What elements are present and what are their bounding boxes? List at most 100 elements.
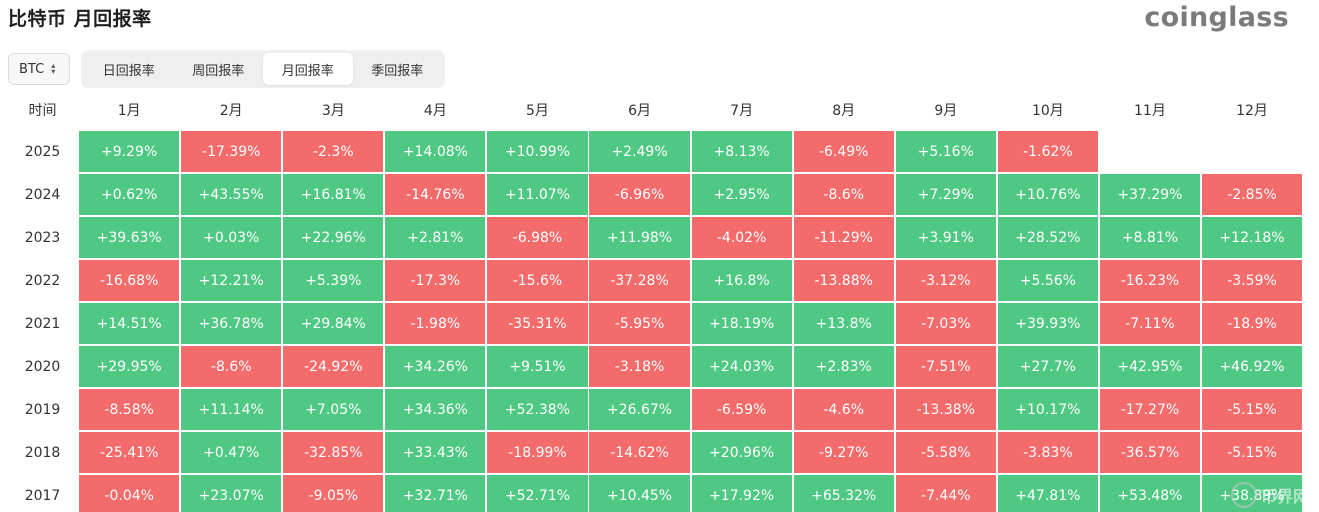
header-month: 3月 <box>321 103 345 119</box>
return-cell: -3.59% <box>1201 260 1303 301</box>
return-cell: +7.29% <box>895 174 996 215</box>
return-cell: -16.68% <box>79 260 180 301</box>
period-tabs: 日回报率 周回报率 月回报率 季回报率 <box>81 50 445 88</box>
return-cell: +22.96% <box>283 217 384 258</box>
return-cell: +0.47% <box>181 432 282 473</box>
return-cell: +2.95% <box>691 174 792 215</box>
header-month: 11月 <box>1134 103 1166 119</box>
return-cell: -37.28% <box>589 260 690 301</box>
return-cell: +2.83% <box>793 346 894 387</box>
return-cell: +10.45% <box>589 475 690 512</box>
return-cell: +39.93% <box>997 303 1098 344</box>
header-month: 12月 <box>1236 103 1268 119</box>
table-row: 2024 +0.62% +43.55% +16.81% -14.76% +11.07% -6… <box>8 174 1304 217</box>
return-cell: -6.59% <box>691 389 792 430</box>
table-row: 2023 +39.63% +0.03% +22.96% +2.81% -6.98% +11.… <box>8 217 1304 260</box>
header-month: 8月 <box>832 103 856 119</box>
return-cell: -8.6% <box>793 174 894 215</box>
header-month: 9月 <box>934 103 958 119</box>
return-cell: -17.27% <box>1099 389 1201 430</box>
return-cell: -5.15% <box>1201 432 1303 473</box>
return-cell: -17.39% <box>181 131 282 172</box>
return-cell: +14.08% <box>385 131 486 172</box>
header-month: 1月 <box>117 103 141 119</box>
return-cell: +53.48% <box>1099 475 1201 512</box>
coin-select-value: BTC <box>19 61 45 77</box>
coinglass-logo: coinglass <box>1144 2 1289 33</box>
return-cell: +10.99% <box>487 131 588 172</box>
return-cell: -6.98% <box>487 217 588 258</box>
return-cell: -2.85% <box>1201 174 1303 215</box>
watermark-icon <box>1230 482 1257 508</box>
return-cell: -3.12% <box>895 260 996 301</box>
return-cell: -5.15% <box>1201 389 1303 430</box>
table-row: 2017 -0.04% +23.07% -9.05% +32.71% +52.71% +10… <box>8 475 1304 512</box>
year-label: 2019 <box>24 401 61 418</box>
header-month: 5月 <box>526 103 549 119</box>
return-cell: +11.14% <box>181 389 282 430</box>
return-cell: +37.29% <box>1099 174 1201 215</box>
return-cell: -35.31% <box>487 303 588 344</box>
table-row: 2022 -16.68% +12.21% +5.39% -17.3% -15.6% -37.… <box>8 260 1304 303</box>
return-cell: -18.99% <box>487 432 588 473</box>
return-cell: -25.41% <box>79 432 180 473</box>
return-cell: +7.05% <box>283 389 384 430</box>
return-cell: -1.98% <box>385 303 486 344</box>
return-cell: +23.07% <box>181 475 282 512</box>
return-cell: -6.96% <box>589 174 690 215</box>
watermark: 币界网 <box>1230 482 1309 508</box>
year-label: 2020 <box>24 358 61 375</box>
table-row: 2021 +14.51% +36.78% +29.84% -1.98% -35.31% -5… <box>8 303 1304 346</box>
year-label: 2025 <box>24 143 61 160</box>
chevron-up-down-icon: ▴ ▾ <box>51 61 56 76</box>
return-cell: +29.95% <box>79 346 180 387</box>
table-header-row: 时间 1月 2月 3月 4月 5月 6月 7月 8月 9月 10月 11月 12月 <box>8 89 1304 131</box>
return-cell: +9.29% <box>79 131 180 172</box>
coin-select[interactable]: BTC ▴ ▾ <box>8 53 70 85</box>
return-cell: +26.67% <box>589 389 690 430</box>
return-cell: +10.76% <box>997 174 1098 215</box>
year-label: 2023 <box>24 229 61 246</box>
return-cell: -7.11% <box>1099 303 1201 344</box>
return-cell: -24.92% <box>283 346 384 387</box>
tab-1[interactable]: 周回报率 <box>192 63 245 79</box>
return-cell: +52.71% <box>487 475 588 512</box>
return-cell: -9.05% <box>283 475 384 512</box>
year-label: 2021 <box>24 315 61 332</box>
return-cell: -17.3% <box>385 260 486 301</box>
return-cell: -0.04% <box>79 475 180 512</box>
return-cell: -36.57% <box>1099 432 1201 473</box>
header-month: 10月 <box>1031 103 1064 119</box>
tab-2[interactable]: 月回报率 <box>263 53 353 85</box>
return-cell: +0.62% <box>79 174 180 215</box>
return-cell: +0.03% <box>181 217 282 258</box>
return-cell: -9.27% <box>793 432 894 473</box>
return-cell: +39.63% <box>79 217 180 258</box>
return-cell: +11.07% <box>487 174 588 215</box>
header-month: 4月 <box>423 103 447 119</box>
return-cell: -1.62% <box>997 131 1098 172</box>
return-cell: +9.51% <box>487 346 588 387</box>
return-cell: -7.03% <box>895 303 996 344</box>
header-month: 7月 <box>730 103 754 119</box>
tab-3[interactable]: 季回报率 <box>371 63 424 79</box>
return-cell: +20.96% <box>691 432 792 473</box>
tab-0[interactable]: 日回报率 <box>102 63 155 79</box>
return-cell: +2.49% <box>589 131 690 172</box>
page-title: 比特币 月回报率 <box>8 8 152 30</box>
return-cell <box>1202 131 1302 172</box>
return-cell: +8.13% <box>691 131 792 172</box>
return-cell: -18.9% <box>1201 303 1303 344</box>
return-cell: -14.76% <box>385 174 486 215</box>
return-cell: -11.29% <box>793 217 894 258</box>
return-cell: -5.95% <box>589 303 690 344</box>
return-cell: +34.36% <box>385 389 486 430</box>
return-cell: +13.8% <box>793 303 894 344</box>
return-cell: +47.81% <box>997 475 1098 512</box>
return-cell: +5.56% <box>997 260 1098 301</box>
return-cell: +16.81% <box>283 174 384 215</box>
return-cell: -13.38% <box>895 389 996 430</box>
return-cell: +12.21% <box>181 260 282 301</box>
return-cell: -8.58% <box>79 389 180 430</box>
return-cell: +10.17% <box>997 389 1098 430</box>
